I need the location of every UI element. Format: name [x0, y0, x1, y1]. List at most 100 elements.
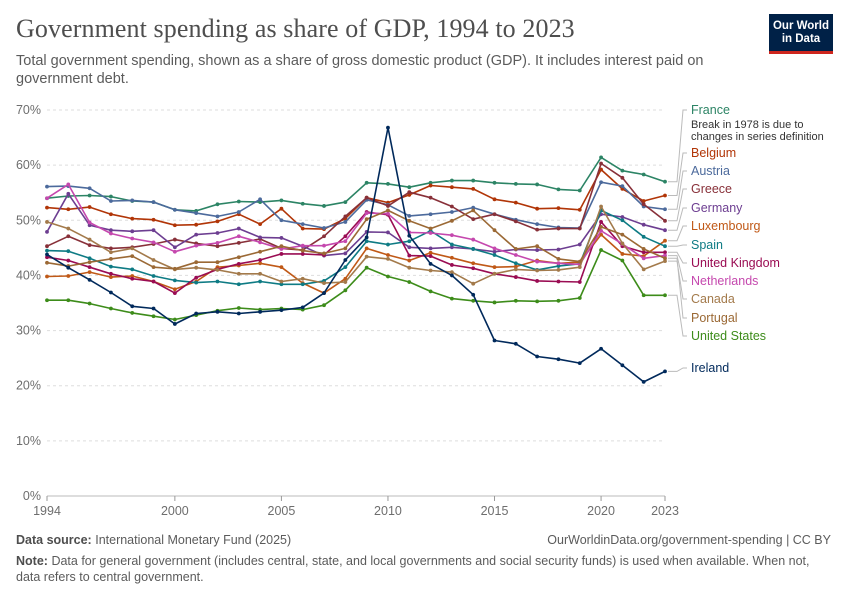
data-point[interactable] [471, 298, 476, 303]
data-point[interactable] [236, 240, 241, 245]
data-point[interactable] [663, 244, 667, 249]
data-point[interactable] [407, 193, 412, 197]
data-point[interactable] [300, 276, 305, 281]
data-point[interactable] [300, 226, 305, 231]
data-point[interactable] [407, 239, 412, 244]
data-point[interactable] [343, 220, 348, 224]
data-point[interactable] [130, 198, 135, 203]
data-point[interactable] [194, 211, 199, 216]
data-point[interactable] [66, 207, 71, 212]
data-point[interactable] [556, 261, 561, 266]
data-point[interactable] [407, 218, 412, 223]
data-point[interactable] [130, 246, 135, 251]
data-point[interactable] [279, 308, 284, 313]
series-line[interactable] [46, 168, 666, 230]
data-point[interactable] [45, 184, 49, 189]
data-point[interactable] [66, 298, 71, 303]
data-point[interactable] [215, 202, 220, 207]
data-point[interactable] [663, 250, 667, 255]
data-point[interactable] [194, 275, 199, 280]
data-point[interactable] [535, 354, 540, 359]
data-point[interactable] [641, 250, 646, 255]
data-point[interactable] [279, 218, 284, 223]
data-point[interactable] [66, 234, 71, 239]
data-source-text[interactable]: International Monetary Fund (2025) [95, 533, 292, 547]
series-end-label[interactable]: Spain [691, 238, 723, 252]
data-point[interactable] [556, 264, 561, 268]
data-point[interactable] [364, 239, 369, 244]
data-point[interactable] [663, 218, 667, 223]
data-point[interactable] [215, 260, 220, 265]
data-point[interactable] [322, 226, 326, 230]
data-point[interactable] [130, 229, 135, 234]
data-point[interactable] [471, 247, 476, 251]
data-point[interactable] [151, 274, 156, 278]
data-point[interactable] [151, 306, 156, 311]
series-end-label[interactable]: Ireland [691, 361, 729, 375]
data-point[interactable] [215, 214, 220, 219]
data-point[interactable] [87, 205, 92, 209]
data-point[interactable] [471, 208, 476, 213]
data-point[interactable] [343, 239, 348, 244]
data-point[interactable] [172, 287, 177, 292]
data-point[interactable] [492, 271, 497, 276]
data-point[interactable] [471, 292, 476, 297]
data-point[interactable] [577, 259, 582, 264]
data-point[interactable] [620, 232, 625, 237]
data-point[interactable] [556, 206, 561, 211]
data-point[interactable] [663, 259, 667, 263]
data-point[interactable] [428, 183, 433, 188]
data-point[interactable] [449, 296, 454, 301]
data-point[interactable] [428, 231, 433, 235]
data-point[interactable] [663, 193, 667, 198]
data-point[interactable] [364, 246, 369, 251]
data-point[interactable] [386, 208, 390, 213]
data-point[interactable] [343, 258, 348, 262]
data-point[interactable] [663, 253, 667, 258]
data-point[interactable] [535, 279, 540, 283]
data-point[interactable] [449, 210, 454, 214]
data-point[interactable] [428, 246, 433, 251]
data-point[interactable] [172, 266, 177, 271]
data-point[interactable] [87, 260, 92, 265]
data-point[interactable] [215, 309, 220, 314]
data-point[interactable] [513, 261, 518, 266]
data-point[interactable] [641, 222, 646, 227]
data-point[interactable] [428, 268, 433, 273]
data-point[interactable] [513, 247, 518, 251]
data-point[interactable] [407, 233, 412, 238]
data-point[interactable] [556, 268, 561, 272]
data-point[interactable] [343, 214, 348, 219]
data-point[interactable] [364, 195, 369, 200]
data-point[interactable] [109, 199, 113, 203]
data-point[interactable] [599, 225, 603, 229]
data-point[interactable] [599, 155, 603, 160]
data-point[interactable] [492, 265, 497, 270]
data-point[interactable] [236, 255, 241, 260]
data-point[interactable] [513, 267, 518, 272]
data-point[interactable] [87, 277, 92, 282]
data-point[interactable] [66, 249, 71, 254]
data-point[interactable] [535, 268, 540, 273]
data-point[interactable] [172, 207, 177, 212]
data-point[interactable] [258, 271, 263, 276]
data-point[interactable] [471, 261, 476, 266]
data-point[interactable] [151, 258, 156, 262]
data-point[interactable] [641, 379, 646, 384]
data-point[interactable] [407, 213, 412, 218]
data-point[interactable] [236, 271, 241, 276]
data-point[interactable] [300, 282, 305, 287]
data-point[interactable] [258, 261, 263, 266]
data-point[interactable] [556, 247, 561, 252]
data-point[interactable] [194, 260, 199, 265]
data-point[interactable] [66, 226, 71, 231]
data-point[interactable] [300, 243, 305, 248]
data-point[interactable] [151, 314, 156, 319]
data-point[interactable] [513, 264, 518, 269]
data-point[interactable] [492, 249, 497, 254]
data-point[interactable] [322, 303, 326, 308]
data-point[interactable] [513, 219, 518, 224]
series-line[interactable] [46, 211, 665, 294]
data-point[interactable] [215, 268, 220, 272]
series-ireland[interactable] [45, 125, 667, 384]
